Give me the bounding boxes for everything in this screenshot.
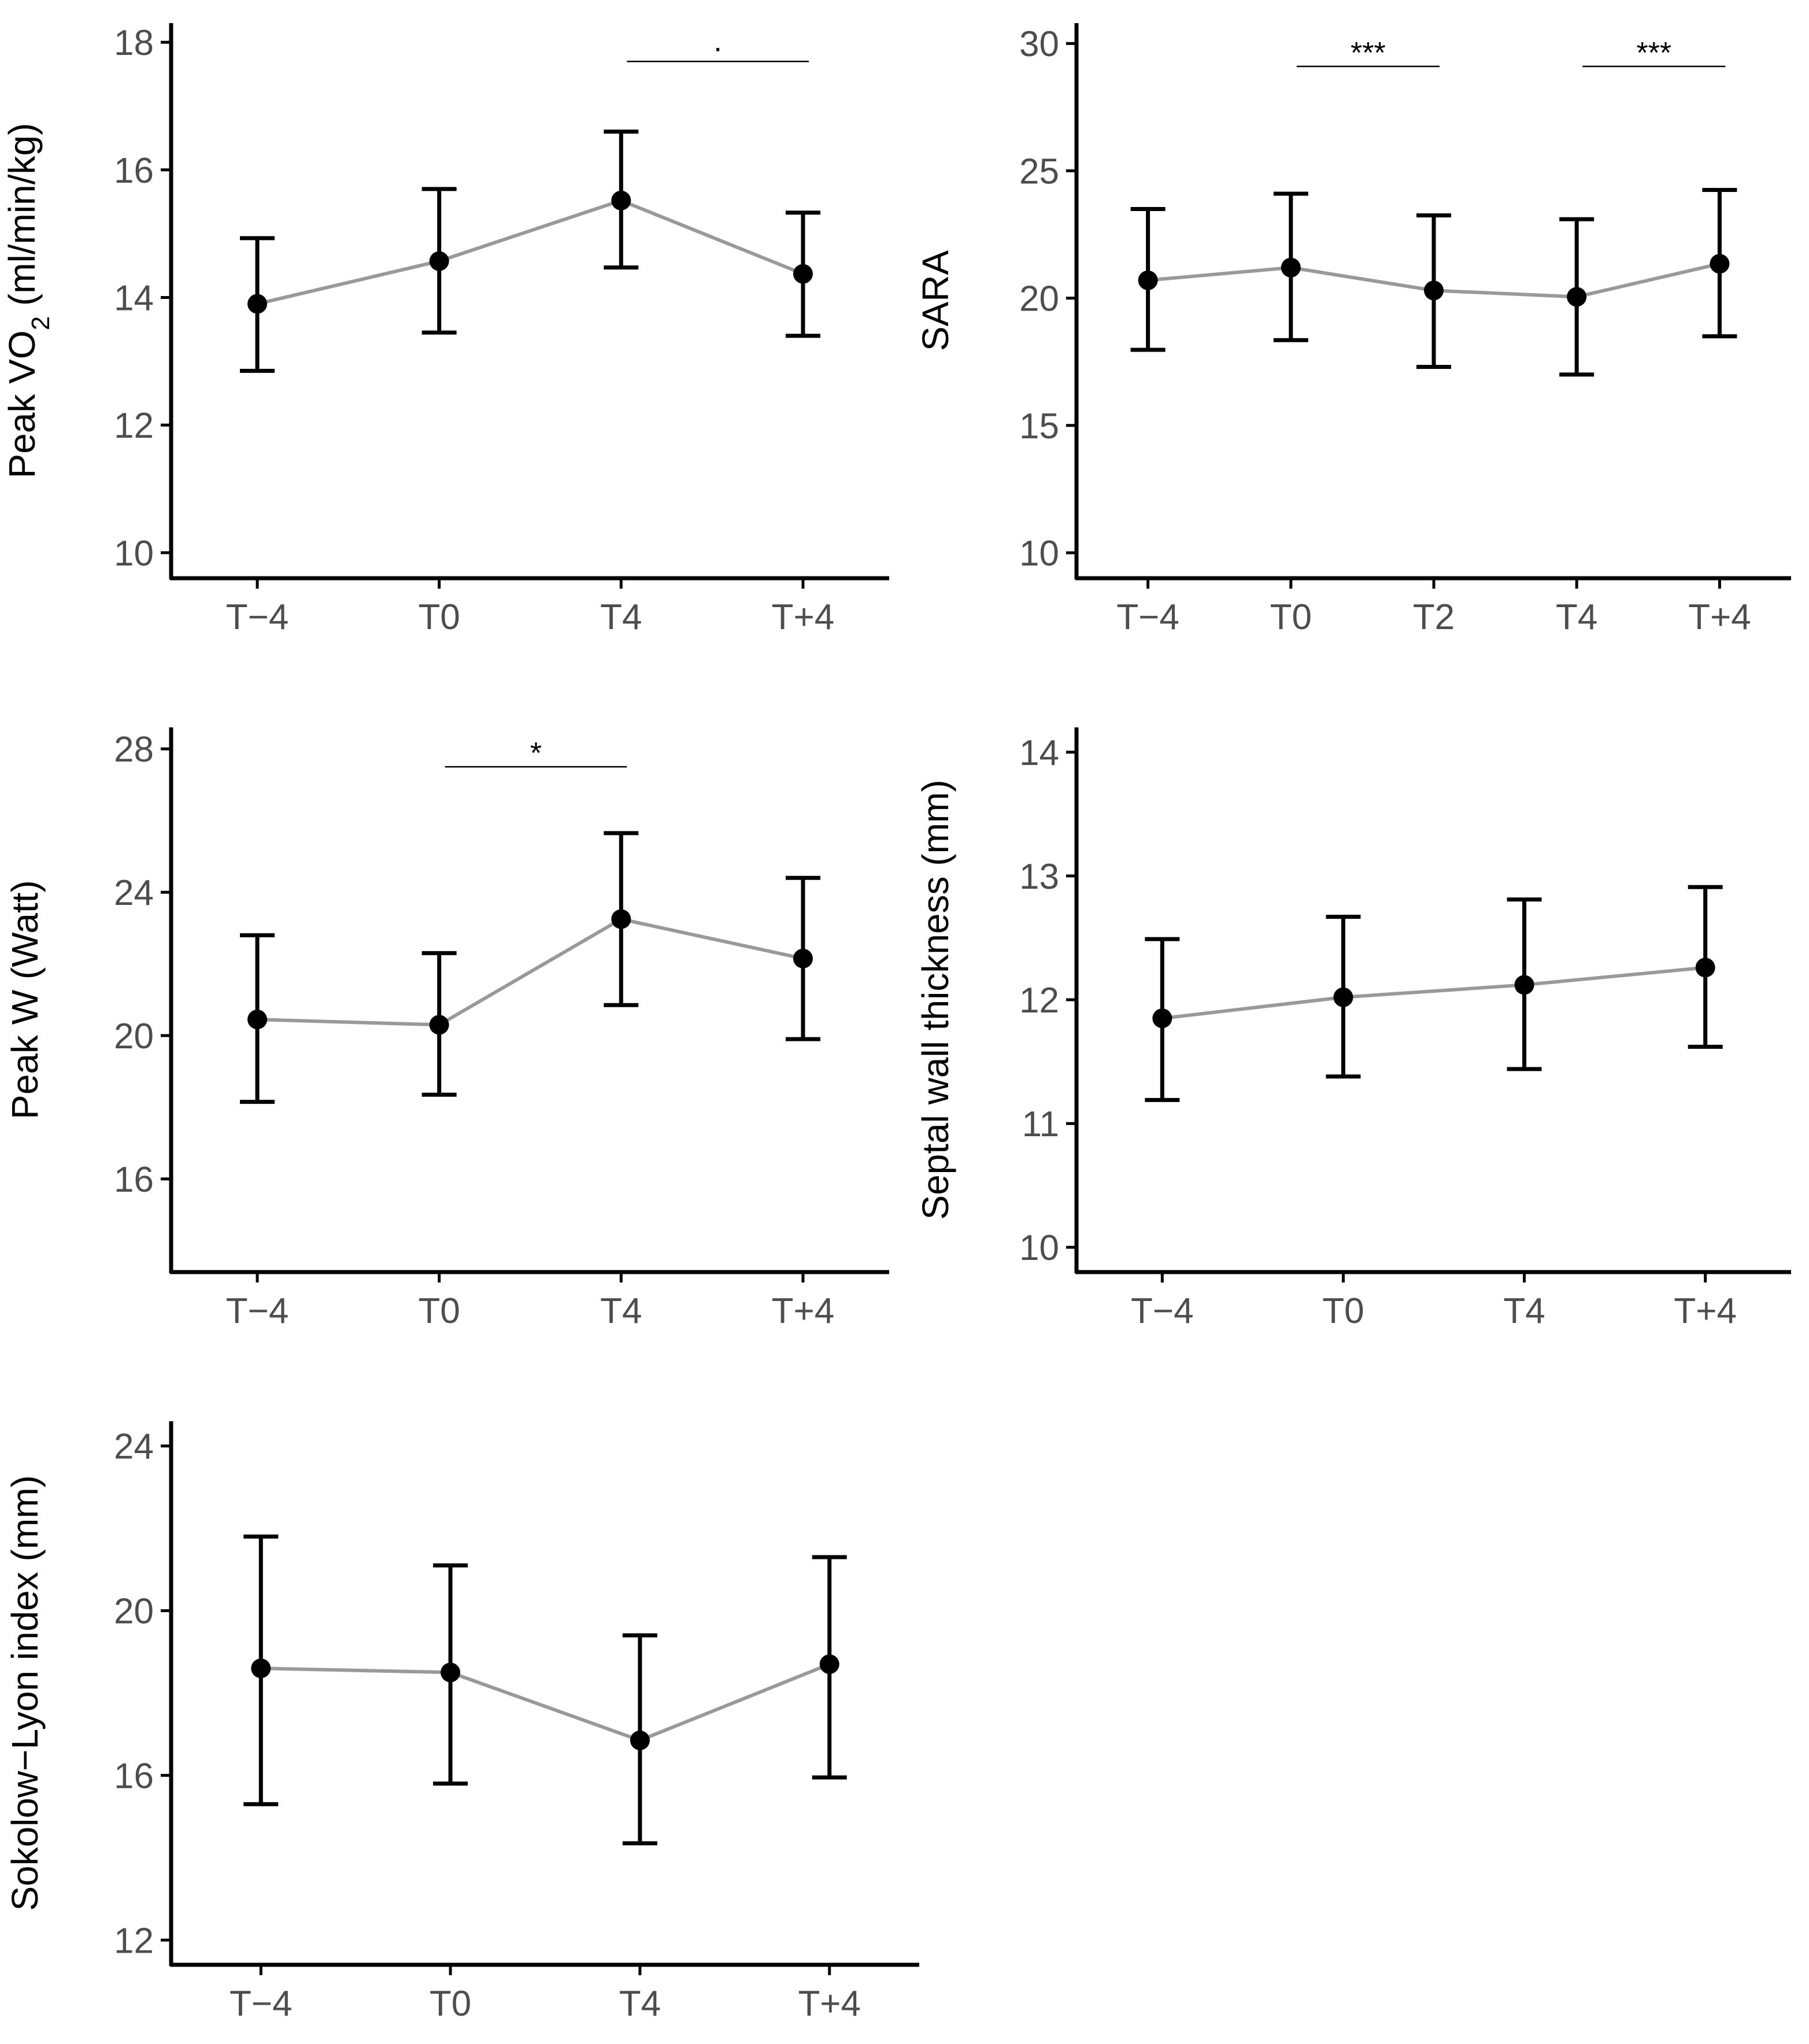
x-tick-label: T+4 (772, 597, 835, 637)
y-tick-label: 13 (1019, 857, 1059, 897)
data-point (793, 264, 813, 284)
data-point (630, 1730, 650, 1750)
data-point (611, 909, 631, 929)
x-tick-label: T4 (600, 597, 642, 637)
y-tick-label: 20 (114, 1017, 154, 1056)
x-tick-label: T−4 (226, 597, 289, 637)
data-point (251, 1658, 271, 1679)
data-point (247, 294, 268, 314)
y-axis-title: Sokolow−Lyon index (mm) (4, 1475, 46, 1911)
significance-label: *** (1351, 36, 1386, 70)
y-tick-label: 15 (1019, 406, 1059, 446)
y-tick-label: 11 (1022, 1104, 1059, 1144)
series-line (257, 917, 804, 1027)
series-line (261, 1662, 830, 1743)
y-axis-title-part: (ml/min/kg) (1, 123, 43, 316)
panel-peak-vo2: 10 12 14 16 18 T−4 T0 T4 T+4 Peak VO2 (ml/min/kg)… (1, 23, 889, 637)
x-tick-label: T+4 (1674, 1291, 1737, 1331)
panel-septal: 10 11 12 13 14 T−4 T0 T4 T+4 Septal wall thicknes… (915, 727, 1791, 1331)
x-tick-label: T2 (1413, 597, 1455, 637)
data-point (1567, 287, 1587, 307)
y-tick-label: 24 (114, 873, 154, 913)
y-tick-label: 24 (114, 1427, 154, 1467)
data-point (1424, 280, 1444, 301)
y-tick-label: 16 (114, 1756, 154, 1796)
significance-label: *** (1636, 36, 1671, 70)
y-tick-label: 10 (1019, 534, 1059, 574)
y-tick-label: 14 (114, 278, 154, 318)
data-point (1333, 987, 1353, 1007)
x-tick-label: T0 (419, 1291, 460, 1331)
y-axis-title: Peak W (Watt) (4, 880, 46, 1119)
y-axis-title-part: Peak VO (1, 330, 43, 478)
y-axis-title-part: 2 (27, 316, 55, 330)
series-line (257, 198, 804, 306)
data-point (1514, 975, 1534, 995)
x-tick-label: T4 (619, 1984, 661, 2024)
y-tick-label: 28 (114, 730, 154, 770)
panel-sara: 10 15 20 25 30 T−4 T0 T2 T4 T+4 SARA *** *** (915, 23, 1791, 637)
x-tick-label: T0 (1322, 1291, 1364, 1331)
y-tick-label: 12 (1019, 981, 1059, 1021)
data-point (1710, 254, 1730, 274)
y-tick-label: 18 (114, 23, 154, 63)
data-point (1281, 257, 1301, 278)
y-tick-label: 20 (114, 1592, 154, 1632)
data-point (1138, 270, 1158, 290)
y-axis-title: Septal wall thickness (mm) (915, 779, 956, 1219)
significance-label: * (530, 737, 542, 770)
y-axis-title: SARA (915, 250, 956, 352)
y-tick-label: 16 (114, 151, 154, 191)
x-tick-label: T4 (600, 1291, 642, 1331)
y-tick-label: 10 (114, 534, 154, 574)
y-tick-label: 12 (114, 406, 154, 446)
y-axis-title: Peak VO2 (ml/min/kg) (1, 123, 55, 479)
data-point (819, 1654, 839, 1675)
series-line (1161, 966, 1706, 1021)
y-tick-label: 20 (1019, 279, 1059, 319)
y-tick-label: 25 (1019, 151, 1059, 191)
significance-label: · (713, 31, 723, 65)
panel-sokolow: 12 16 20 24 T−4 T0 T4 T+4 Sokolow−Lyon index (mm… (4, 1421, 919, 2024)
x-tick-label: T+4 (772, 1291, 835, 1331)
x-tick-label: T−4 (226, 1291, 289, 1331)
y-tick-label: 12 (114, 1921, 154, 1961)
x-tick-label: T0 (430, 1984, 471, 2024)
data-point (247, 1010, 268, 1030)
data-point (611, 190, 631, 210)
data-point (793, 948, 813, 969)
x-tick-label: T−4 (1116, 597, 1179, 637)
x-tick-label: T4 (1556, 597, 1597, 637)
y-tick-label: 14 (1019, 733, 1059, 773)
y-tick-label: 30 (1019, 24, 1059, 64)
panel-peak-w: 16 20 24 28 T−4 T0 T4 T+4 Peak W (Watt) * (4, 727, 889, 1331)
data-point (429, 251, 449, 271)
x-tick-label: T4 (1503, 1291, 1545, 1331)
y-tick-label: 10 (1019, 1228, 1059, 1268)
data-point (1152, 1008, 1172, 1029)
x-tick-label: T0 (1270, 597, 1312, 637)
x-tick-label: T−4 (230, 1984, 293, 2024)
data-point (441, 1662, 461, 1683)
x-tick-label: T+4 (798, 1984, 861, 2024)
y-tick-label: 16 (114, 1160, 154, 1200)
x-tick-label: T+4 (1688, 597, 1751, 637)
data-point (1695, 958, 1715, 978)
data-point (429, 1015, 449, 1035)
x-tick-label: T0 (419, 597, 460, 637)
x-tick-label: T−4 (1131, 1291, 1194, 1331)
